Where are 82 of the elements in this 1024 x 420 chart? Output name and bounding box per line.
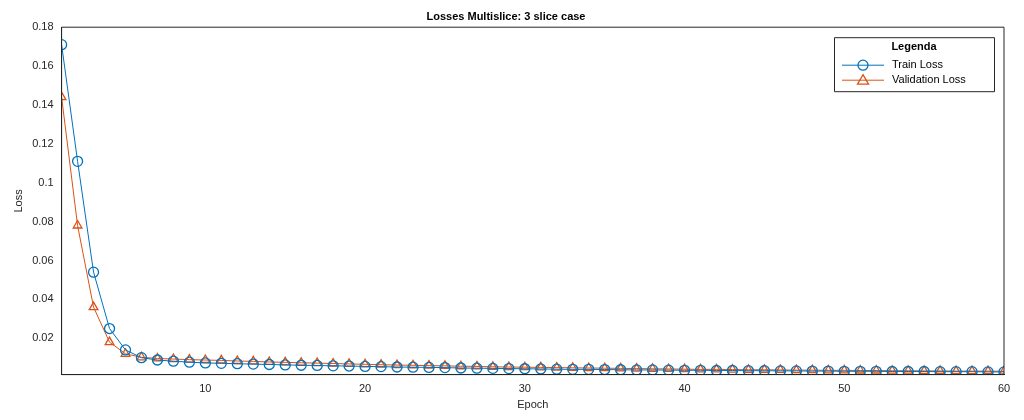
point bbox=[151, 354, 164, 366]
point bbox=[232, 355, 243, 365]
point bbox=[503, 362, 515, 375]
point bbox=[392, 359, 403, 369]
point bbox=[87, 266, 100, 278]
point bbox=[343, 360, 355, 372]
point bbox=[312, 357, 323, 367]
y-tick-label: 0.06 bbox=[32, 253, 54, 266]
point bbox=[215, 357, 227, 369]
y-tick-label: 0.16 bbox=[32, 59, 54, 72]
point bbox=[328, 357, 339, 367]
point bbox=[327, 360, 339, 372]
point bbox=[439, 361, 451, 374]
point bbox=[519, 361, 530, 371]
point bbox=[103, 322, 116, 335]
point bbox=[519, 363, 531, 375]
point bbox=[535, 361, 546, 371]
y-tick-label: 0.08 bbox=[32, 214, 54, 227]
point bbox=[567, 362, 578, 371]
x-tick-label: 60 bbox=[997, 382, 1011, 395]
x-tick-label: 50 bbox=[838, 382, 851, 395]
point bbox=[71, 155, 84, 167]
point bbox=[264, 356, 275, 366]
point bbox=[439, 360, 450, 369]
point bbox=[375, 360, 387, 373]
point bbox=[167, 355, 180, 367]
point bbox=[344, 358, 355, 368]
point bbox=[200, 354, 211, 364]
legend-label: Train Loss bbox=[892, 58, 944, 71]
point bbox=[216, 354, 227, 364]
x-tick-label: 20 bbox=[358, 382, 372, 395]
x-tick-label: 30 bbox=[518, 382, 531, 395]
point bbox=[487, 362, 499, 375]
y-tick-label: 0.18 bbox=[32, 20, 54, 33]
point bbox=[280, 356, 291, 366]
point bbox=[376, 359, 387, 368]
y-tick-label: 0.02 bbox=[32, 331, 54, 344]
point bbox=[424, 360, 434, 369]
point bbox=[88, 301, 99, 311]
point bbox=[295, 359, 307, 371]
point bbox=[391, 361, 403, 373]
x-tick-label: 40 bbox=[678, 382, 691, 395]
point bbox=[455, 360, 466, 370]
y-tick-label: 0.12 bbox=[32, 136, 54, 149]
point bbox=[72, 219, 83, 229]
y-axis-title: Loss bbox=[11, 188, 24, 213]
point bbox=[408, 359, 418, 369]
point bbox=[248, 355, 259, 365]
legend-title: Legenda bbox=[891, 40, 938, 53]
y-tick-label: 0.04 bbox=[32, 292, 54, 305]
y-tick-label: 0.14 bbox=[32, 97, 54, 110]
x-tick-label: 10 bbox=[199, 382, 212, 395]
point bbox=[423, 361, 435, 374]
point bbox=[168, 353, 179, 363]
point bbox=[120, 348, 131, 357]
point bbox=[296, 357, 307, 366]
point bbox=[567, 363, 579, 375]
point bbox=[471, 362, 483, 374]
point bbox=[199, 357, 212, 369]
point bbox=[311, 359, 323, 372]
point bbox=[551, 363, 563, 375]
point bbox=[535, 363, 547, 375]
point bbox=[104, 336, 115, 346]
chart-title: Losses Multislice: 3 slice case bbox=[426, 9, 586, 22]
point bbox=[360, 358, 371, 368]
point bbox=[359, 360, 371, 373]
point bbox=[231, 358, 243, 370]
point bbox=[487, 361, 498, 370]
y-tick-label: 0.1 bbox=[38, 175, 54, 188]
point bbox=[551, 361, 562, 371]
legend-label: Validation Loss bbox=[892, 73, 967, 86]
point bbox=[263, 358, 275, 371]
point bbox=[183, 356, 196, 368]
x-axis-title: Epoch bbox=[517, 398, 549, 411]
point bbox=[407, 361, 419, 373]
point bbox=[455, 362, 467, 374]
point bbox=[279, 359, 291, 371]
point bbox=[247, 358, 259, 370]
point bbox=[184, 353, 195, 363]
point bbox=[152, 352, 163, 362]
point bbox=[503, 361, 514, 371]
point bbox=[471, 360, 482, 370]
